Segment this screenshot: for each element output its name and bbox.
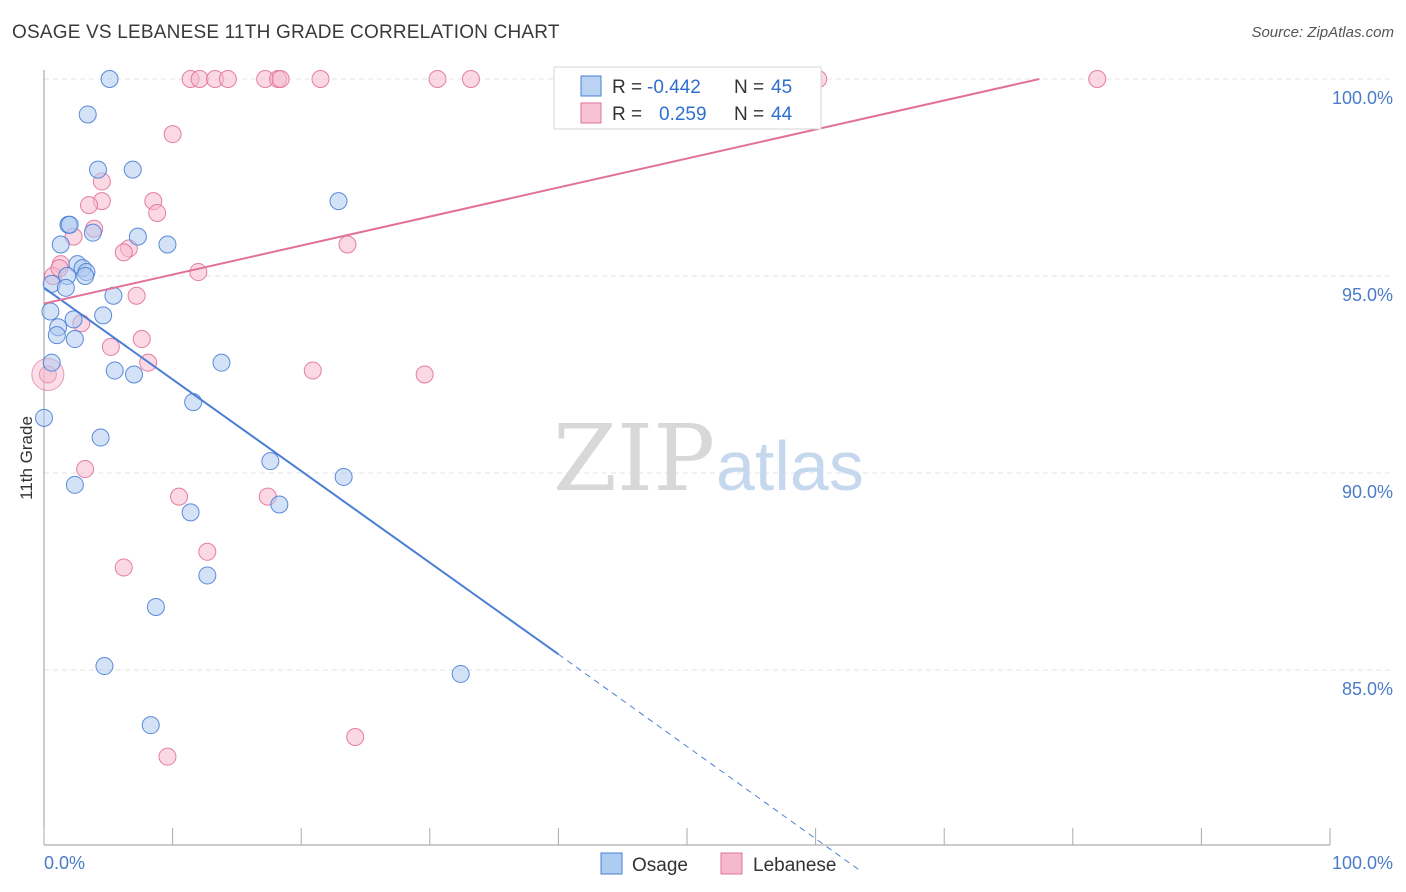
osage-point xyxy=(451,664,470,683)
lebanese-point xyxy=(101,337,120,356)
osage-point xyxy=(329,192,348,211)
osage-point xyxy=(56,278,75,297)
osage-point xyxy=(125,365,144,384)
lebanese-legend-swatch xyxy=(580,102,602,124)
osage-point xyxy=(47,326,66,345)
y-tick-label: 100.0% xyxy=(1332,88,1393,108)
osage-point xyxy=(141,716,160,735)
bottom-legend: Osage Lebanese xyxy=(600,852,836,876)
y-tick-label: 95.0% xyxy=(1342,285,1393,305)
lebanese-point xyxy=(158,747,177,766)
chart-title: OSAGE VS LEBANESE 11TH GRADE CORRELATION… xyxy=(12,22,560,43)
osage-point xyxy=(65,330,84,349)
lebanese-point xyxy=(303,361,322,380)
osage-point xyxy=(91,428,110,447)
osage-point xyxy=(76,267,95,285)
osage-point xyxy=(60,215,79,234)
osage-point xyxy=(51,235,70,254)
osage-trendline xyxy=(43,287,559,656)
lebanese-point xyxy=(170,487,189,506)
lebanese-point xyxy=(190,70,209,88)
osage-trendline-extension xyxy=(558,653,861,872)
osage-point xyxy=(184,393,203,412)
grid xyxy=(44,78,1393,671)
lebanese-point xyxy=(338,235,357,254)
osage-point xyxy=(41,302,60,321)
osage-point xyxy=(158,235,177,254)
lebanese-point xyxy=(76,460,95,479)
osage-point xyxy=(261,452,280,471)
lebanese-point xyxy=(198,542,217,561)
lebanese-point xyxy=(163,125,182,144)
legend-r-value-osage: -0.442 xyxy=(647,77,701,98)
watermark-atlas: atlas xyxy=(716,427,864,505)
x-ticks xyxy=(43,828,1331,845)
osage-point xyxy=(334,467,353,486)
lebanese-point xyxy=(428,70,447,88)
lebanese-point xyxy=(271,70,290,88)
osage-point xyxy=(94,306,113,325)
legend-n-value-lebanese: 44 xyxy=(771,104,793,125)
lebanese-bottom-label: Lebanese xyxy=(753,855,836,876)
lebanese-trendline xyxy=(43,78,1040,305)
osage-legend-swatch xyxy=(580,75,602,97)
osage-point xyxy=(212,353,231,372)
legend-n-label-lebanese: N = xyxy=(734,104,764,125)
y-tick-label: 85.0% xyxy=(1342,679,1393,699)
lebanese-point xyxy=(461,70,480,88)
source-label: Source: ZipAtlas.com xyxy=(1251,24,1394,41)
osage-point xyxy=(181,503,200,522)
legend-r-value-lebanese: 0.259 xyxy=(659,104,707,125)
lebanese-point xyxy=(148,203,167,222)
lebanese-point xyxy=(132,330,151,349)
legend-r-label-lebanese: R = xyxy=(612,104,642,125)
osage-point xyxy=(270,495,289,514)
legend-n-label-osage: N = xyxy=(734,77,764,98)
y-tick-label: 90.0% xyxy=(1342,482,1393,502)
osage-point xyxy=(146,597,165,616)
x-tick-label-min: 0.0% xyxy=(44,853,85,873)
lebanese-point xyxy=(311,70,330,88)
lebanese-point xyxy=(218,70,237,88)
osage-points xyxy=(35,70,470,735)
lebanese-point xyxy=(415,365,434,384)
osage-point xyxy=(105,361,124,380)
lebanese-bottom-swatch xyxy=(720,852,743,875)
lebanese-point xyxy=(127,286,146,305)
x-tick-label-max: 100.0% xyxy=(1332,853,1393,873)
osage-bottom-label: Osage xyxy=(632,855,688,876)
lebanese-point xyxy=(189,263,208,282)
osage-point xyxy=(64,310,83,329)
trendlines xyxy=(43,78,1040,872)
osage-point xyxy=(123,160,142,179)
osage-point xyxy=(100,70,119,88)
lebanese-point xyxy=(1088,70,1107,88)
osage-point xyxy=(78,105,97,124)
osage-point xyxy=(95,657,114,676)
osage-point xyxy=(65,475,84,494)
lebanese-point xyxy=(114,558,133,577)
lebanese-point xyxy=(114,243,133,262)
lebanese-point xyxy=(346,727,365,746)
osage-point xyxy=(198,566,217,585)
legend-r-label-osage: R = xyxy=(612,77,642,98)
osage-point xyxy=(42,353,61,372)
osage-bottom-swatch xyxy=(600,852,623,875)
osage-point xyxy=(89,160,108,179)
y-axis-label: 11th Grade xyxy=(17,416,36,500)
osage-point xyxy=(128,227,147,246)
legend-box: R = -0.442 N = 45 R = 0.259 N = 44 xyxy=(553,66,822,130)
watermark: ZIP atlas xyxy=(553,405,864,512)
osage-point xyxy=(83,223,102,242)
legend-n-value-osage: 45 xyxy=(771,77,792,98)
watermark-zip: ZIP xyxy=(553,405,715,512)
lebanese-point xyxy=(80,196,99,215)
osage-point xyxy=(35,408,53,427)
y-tick-labels: 85.0% 90.0% 95.0% 100.0% xyxy=(1332,88,1393,699)
